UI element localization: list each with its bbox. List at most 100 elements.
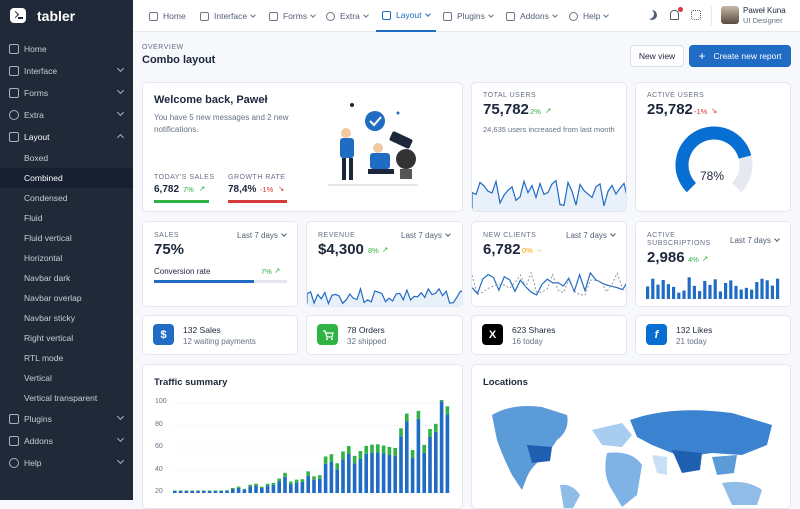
traffic-bar: [376, 452, 380, 493]
traffic-bar-segment: [393, 447, 397, 456]
subscriptions-label-2: SUBSCRIPTIONS: [647, 240, 711, 247]
sidebar-subitem[interactable]: Fluid vertical: [24, 233, 72, 243]
traffic-bar: [236, 487, 241, 493]
growth-rate-bar: [228, 200, 287, 203]
chevron-down-icon: [116, 108, 125, 117]
subscriptions-delta: 4%: [688, 255, 699, 264]
locations-title: Locations: [483, 377, 528, 388]
traffic-bar: [178, 491, 183, 493]
sidebar-item-interface[interactable]: Interface: [0, 60, 133, 82]
traffic-bar: [364, 453, 368, 493]
traffic-bar-segment: [271, 482, 276, 485]
sidebar-item-label: Forms: [24, 88, 49, 98]
stat-sub: 16 today: [512, 337, 543, 346]
sales-card: SALES 75% Last 7 days Conversion rate 7%…: [142, 221, 298, 307]
sidebar-subitem[interactable]: Vertical: [24, 373, 52, 383]
total-users-delta: 2%: [530, 107, 541, 116]
subscription-bar: [708, 284, 712, 299]
sidebar-subitem[interactable]: Horizontal: [24, 253, 63, 263]
sidebar-item-layout[interactable]: Layout: [0, 126, 133, 148]
traffic-bar-segment: [196, 490, 200, 491]
topnav-addons[interactable]: Addons: [506, 0, 558, 32]
tabler-logo-icon: [10, 8, 26, 23]
traffic-chart: [173, 400, 453, 494]
topnav-label: Addons: [520, 11, 549, 21]
subs-period-dropdown[interactable]: Last 7 days: [730, 236, 779, 245]
sidebar-subitem[interactable]: RTL mode: [24, 353, 64, 363]
moon-icon[interactable]: [647, 10, 657, 20]
subscription-bar: [734, 285, 738, 299]
subscriptions-card: ACTIVE SUBSCRIPTIONS 2,986 4% ↗ Last 7 d…: [635, 221, 791, 307]
sidebar-item-home[interactable]: Home: [0, 38, 133, 60]
sidebar-item-plugins[interactable]: Plugins: [0, 408, 133, 430]
topnav-help[interactable]: Help: [569, 0, 610, 32]
traffic-bar: [434, 431, 438, 493]
sidebar-subitem[interactable]: Combined: [0, 168, 133, 188]
create-report-label: Create new report: [713, 51, 782, 61]
user-name[interactable]: Paweł Kuna: [743, 6, 786, 15]
sidebar-subitem[interactable]: Condensed: [24, 193, 68, 203]
sidebar-subitem[interactable]: Navbar overlap: [24, 293, 82, 303]
traffic-bar-segment: [289, 481, 293, 484]
sidebar-item-forms[interactable]: Forms: [0, 82, 133, 104]
bell-icon[interactable]: [670, 10, 679, 20]
notification-dot: [678, 7, 683, 12]
sidebar-subitem[interactable]: Right vertical: [24, 333, 74, 343]
divider: [711, 6, 712, 26]
topnav-interface[interactable]: Interface: [200, 0, 256, 32]
sales-period-dropdown[interactable]: Last 7 days: [237, 231, 286, 240]
new-clients-card: NEW CLIENTS 6,782 0% → Last 7 days: [471, 221, 627, 307]
sidebar-subitem[interactable]: Fluid: [24, 213, 43, 223]
active-users-value: 25,782: [647, 101, 693, 118]
stat-title: 132 Sales: [183, 325, 221, 335]
page-title: Combo layout: [142, 54, 216, 66]
traffic-bar-segment: [202, 490, 206, 491]
clients-period-dropdown[interactable]: Last 7 days: [566, 231, 615, 240]
topnav-extra[interactable]: Extra: [326, 0, 369, 32]
stat-card-sales: $ 132 Sales 12 waiting payments: [142, 315, 298, 355]
create-report-button[interactable]: + Create new report: [689, 45, 791, 67]
subscription-bar: [718, 291, 722, 299]
checkbox-icon: [9, 88, 19, 98]
sidebar-subitem[interactable]: Boxed: [24, 153, 49, 163]
sidebar-subitem[interactable]: Navbar dark: [24, 273, 71, 283]
stat-title: 132 Likes: [676, 325, 713, 335]
total-users-card: TOTAL USERS 75,782 2% ↗ 24,635 users inc…: [471, 82, 627, 212]
subscription-bar: [760, 278, 764, 299]
traffic-bar-segment: [300, 479, 305, 482]
traffic-bar-segment: [260, 486, 264, 489]
traffic-bar-segment: [265, 483, 270, 486]
world-map[interactable]: [472, 395, 791, 509]
todays-sales-label: TODAY'S SALES: [154, 174, 215, 181]
new-view-button[interactable]: New view: [630, 45, 684, 67]
traffic-bar: [358, 459, 363, 493]
topnav-layout[interactable]: Layout: [376, 0, 436, 32]
sidebar-item-label: Home: [24, 44, 47, 54]
sidebar-subitem[interactable]: Navbar sticky: [24, 313, 76, 323]
sidebar-subitem[interactable]: Vertical transparent: [24, 393, 98, 403]
traffic-y-tick: 20: [155, 488, 163, 495]
subscription-bar: [666, 284, 670, 299]
brand[interactable]: tabler: [0, 0, 133, 32]
traffic-bar: [335, 469, 339, 493]
stat-sub: 21 today: [676, 337, 707, 346]
traffic-bar-segment: [173, 490, 177, 491]
topnav-plugins[interactable]: Plugins: [443, 0, 494, 32]
topnav-forms[interactable]: Forms: [269, 0, 316, 32]
traffic-bar: [306, 475, 310, 493]
traffic-bar: [202, 491, 206, 493]
topnav-home[interactable]: Home: [149, 0, 186, 32]
revenue-period-dropdown[interactable]: Last 7 days: [401, 231, 450, 240]
avatar[interactable]: [721, 6, 739, 24]
traffic-bar: [294, 482, 299, 493]
sidebar-item-help[interactable]: Help: [0, 452, 133, 474]
traffic-bar: [422, 452, 426, 493]
traffic-bar: [381, 453, 386, 493]
apps-icon[interactable]: [691, 10, 701, 20]
page-pretitle: OVERVIEW: [142, 44, 184, 51]
traffic-bar: [312, 479, 316, 493]
traffic-bar: [416, 418, 421, 493]
traffic-bar: [231, 488, 235, 493]
sidebar-item-addons[interactable]: Addons: [0, 430, 133, 452]
sidebar-item-extra[interactable]: Extra: [0, 104, 133, 126]
